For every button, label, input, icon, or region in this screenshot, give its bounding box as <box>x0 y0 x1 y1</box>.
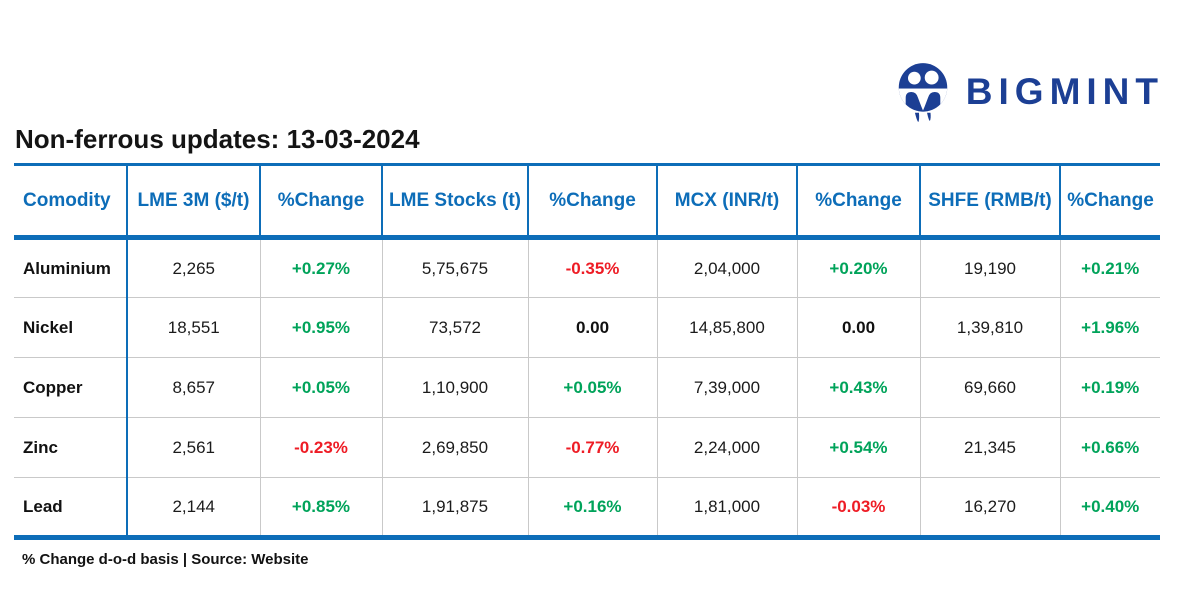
table-row-aluminium: Aluminium 2,265 +0.27% 5,75,675 -0.35% 2… <box>14 237 1160 298</box>
change-cell: 0.00 <box>796 297 920 358</box>
value-cell: 5,75,675 <box>381 237 528 298</box>
commodity-cell: Zinc <box>14 417 127 478</box>
change-cell: +0.19% <box>1059 357 1160 418</box>
change-cell: +0.85% <box>259 477 382 538</box>
value-cell: 1,10,900 <box>381 357 528 418</box>
column-header-mcx: MCX (INR/t) <box>656 164 797 240</box>
change-cell: +0.05% <box>259 357 382 418</box>
change-cell: +0.20% <box>796 237 920 298</box>
change-cell: +0.54% <box>796 417 920 478</box>
column-header-lme-3m: LME 3M ($/t) <box>126 164 260 240</box>
commodity-cell: Aluminium <box>14 237 127 298</box>
value-cell: 21,345 <box>919 417 1060 478</box>
change-cell: +1.96% <box>1059 297 1160 358</box>
change-cell: -0.35% <box>527 237 657 298</box>
change-cell: +0.05% <box>527 357 657 418</box>
change-cell: -0.23% <box>259 417 382 478</box>
table-row-copper: Copper 8,657 +0.05% 1,10,900 +0.05% 7,39… <box>14 357 1160 418</box>
value-cell: 8,657 <box>126 357 260 418</box>
page-title: Non-ferrous updates: 13-03-2024 <box>15 124 420 154</box>
change-cell: +0.95% <box>259 297 382 358</box>
value-cell: 18,551 <box>126 297 260 358</box>
value-cell: 1,91,875 <box>381 477 528 538</box>
value-cell: 2,561 <box>126 417 260 478</box>
table-row-zinc: Zinc 2,561 -0.23% 2,69,850 -0.77% 2,24,0… <box>14 417 1160 478</box>
commodity-cell: Nickel <box>14 297 127 358</box>
bigmint-logo: BIGMINT <box>894 62 1164 122</box>
change-cell: +0.27% <box>259 237 382 298</box>
change-cell: +0.43% <box>796 357 920 418</box>
column-header-change-3: %Change <box>796 164 920 240</box>
change-cell: +0.21% <box>1059 237 1160 298</box>
commodity-cell: Copper <box>14 357 127 418</box>
bigmint-logo-icon <box>898 63 948 122</box>
column-header-lme-stocks: LME Stocks (t) <box>381 164 528 240</box>
column-header-shfe: SHFE (RMB/t) <box>919 164 1060 240</box>
value-cell: 2,69,850 <box>381 417 528 478</box>
non-ferrous-table: Comodity LME 3M ($/t) %Change LME Stocks… <box>14 163 1160 540</box>
value-cell: 2,24,000 <box>656 417 797 478</box>
value-cell: 2,265 <box>126 237 260 298</box>
change-cell: +0.16% <box>527 477 657 538</box>
column-header-change-1: %Change <box>259 164 382 240</box>
value-cell: 19,190 <box>919 237 1060 298</box>
column-header-change-2: %Change <box>527 164 657 240</box>
change-cell: 0.00 <box>527 297 657 358</box>
value-cell: 16,270 <box>919 477 1060 538</box>
header-row: Comodity LME 3M ($/t) %Change LME Stocks… <box>14 164 1160 240</box>
value-cell: 2,04,000 <box>656 237 797 298</box>
value-cell: 69,660 <box>919 357 1060 418</box>
source-note: % Change d-o-d basis | Source: Website <box>22 551 309 568</box>
change-cell: -0.03% <box>796 477 920 538</box>
column-header-change-4: %Change <box>1059 164 1160 240</box>
brand-wordmark: BIGMINT <box>965 71 1164 112</box>
value-cell: 73,572 <box>381 297 528 358</box>
table-row-lead: Lead 2,144 +0.85% 1,91,875 +0.16% 1,81,0… <box>14 477 1160 538</box>
change-cell: +0.66% <box>1059 417 1160 478</box>
value-cell: 2,144 <box>126 477 260 538</box>
value-cell: 14,85,800 <box>656 297 797 358</box>
value-cell: 1,81,000 <box>656 477 797 538</box>
table-row-nickel: Nickel 18,551 +0.95% 73,572 0.00 14,85,8… <box>14 297 1160 358</box>
value-cell: 1,39,810 <box>919 297 1060 358</box>
value-cell: 7,39,000 <box>656 357 797 418</box>
change-cell: -0.77% <box>527 417 657 478</box>
commodity-cell: Lead <box>14 477 127 538</box>
column-header-commodity: Comodity <box>14 164 127 240</box>
change-cell: +0.40% <box>1059 477 1160 538</box>
